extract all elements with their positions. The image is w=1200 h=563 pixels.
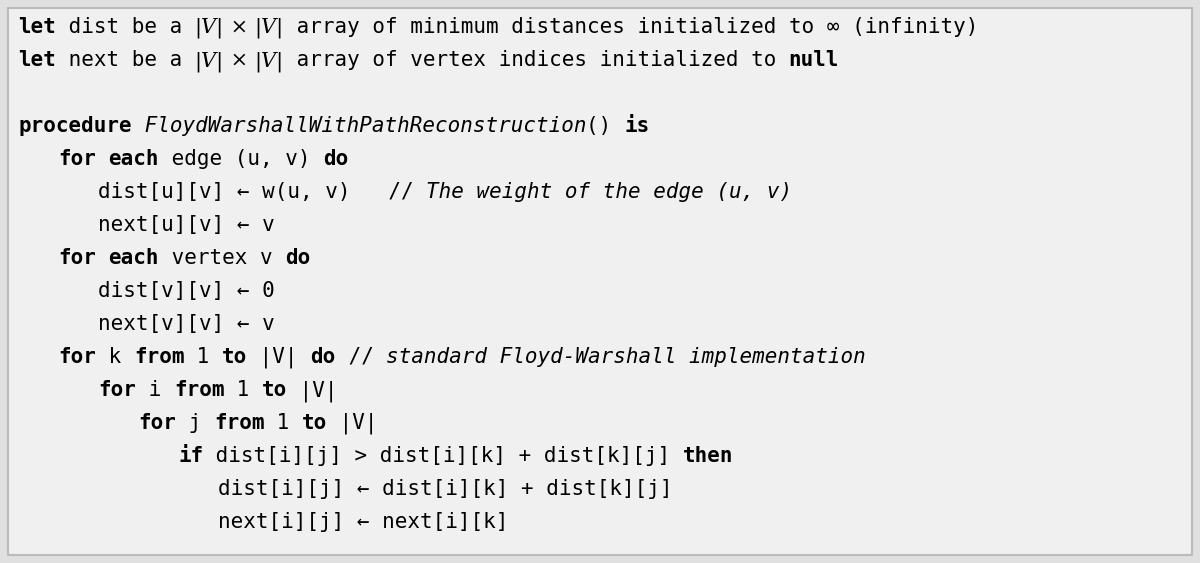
Text: vertex v: vertex v	[158, 248, 286, 268]
Text: next[i][j] ← next[i][k]: next[i][j] ← next[i][k]	[218, 512, 509, 532]
Text: j: j	[176, 413, 214, 433]
Text: |V|: |V|	[254, 51, 283, 72]
Text: each: each	[108, 149, 158, 169]
Text: next[v][v] ← v: next[v][v] ← v	[98, 314, 275, 334]
Text: do: do	[286, 248, 311, 268]
Text: |V|: |V|	[287, 380, 338, 401]
Text: dist[i][j] > dist[i][k] + dist[k][j]: dist[i][j] > dist[i][k] + dist[k][j]	[203, 446, 683, 466]
Text: 1: 1	[185, 347, 222, 367]
Text: |V|: |V|	[254, 18, 283, 38]
Text: |V|: |V|	[247, 347, 311, 369]
Text: 1: 1	[264, 413, 302, 433]
Text: for: for	[98, 380, 136, 400]
Text: to: to	[302, 413, 328, 433]
Text: for: for	[58, 149, 96, 169]
Text: do: do	[311, 347, 336, 367]
FancyBboxPatch shape	[8, 8, 1192, 555]
Text: from: from	[133, 347, 185, 367]
Text: each: each	[108, 248, 158, 268]
Text: from: from	[174, 380, 224, 400]
Text: array of vertex indices initialized to: array of vertex indices initialized to	[283, 50, 788, 70]
Text: (): ()	[586, 116, 624, 136]
Text: for: for	[138, 413, 176, 433]
Text: //: //	[336, 347, 386, 367]
Text: ×: ×	[224, 18, 254, 37]
Text: |V|: |V|	[194, 51, 224, 72]
Text: ×: ×	[224, 51, 254, 70]
Text: if: if	[178, 446, 203, 466]
Text: is: is	[624, 116, 649, 136]
Text: standard Floyd-Warshall implementation: standard Floyd-Warshall implementation	[386, 347, 866, 367]
Text: then: then	[683, 446, 733, 466]
Text: null: null	[788, 50, 839, 70]
Text: next[u][v] ← v: next[u][v] ← v	[98, 215, 275, 235]
Text: k: k	[96, 347, 133, 367]
Text: dist[u][v] ← w(u, v)   //: dist[u][v] ← w(u, v) //	[98, 182, 426, 202]
Text: to: to	[262, 380, 287, 400]
Text: for: for	[58, 248, 96, 268]
Text: dist[v][v] ← 0: dist[v][v] ← 0	[98, 281, 275, 301]
Text: 1: 1	[224, 380, 262, 400]
Text: dist be a: dist be a	[56, 17, 194, 37]
Text: let: let	[18, 50, 56, 70]
Text: let: let	[18, 17, 56, 37]
Text: next be a: next be a	[56, 50, 194, 70]
Text: array of minimum distances initialized to ∞ (infinity): array of minimum distances initialized t…	[283, 17, 978, 37]
Text: from: from	[214, 413, 264, 433]
Text: do: do	[323, 149, 348, 169]
Text: i: i	[136, 380, 174, 400]
Text: edge (u, v): edge (u, v)	[158, 149, 323, 169]
Text: for: for	[58, 347, 96, 367]
Text: |V|: |V|	[328, 413, 378, 435]
Text: FloydWarshallWithPathReconstruction: FloydWarshallWithPathReconstruction	[132, 116, 586, 136]
Text: |V|: |V|	[194, 18, 224, 38]
Text: dist[i][j] ← dist[i][k] + dist[k][j]: dist[i][j] ← dist[i][k] + dist[k][j]	[218, 479, 672, 499]
Text: The weight of the edge (u, v): The weight of the edge (u, v)	[426, 182, 792, 202]
Text: procedure: procedure	[18, 116, 132, 136]
Text: to: to	[222, 347, 247, 367]
